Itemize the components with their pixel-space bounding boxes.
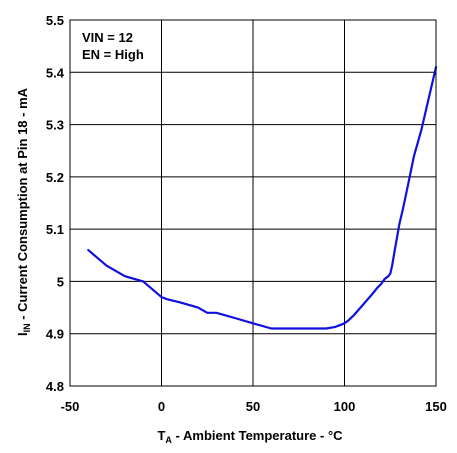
- x-tick-label: 100: [334, 399, 356, 414]
- y-tick-label: 5.4: [46, 65, 65, 80]
- series-line-0: [87, 65, 438, 330]
- y-tick-label: 5: [57, 274, 64, 289]
- annotations: VIN = 12 EN = High: [82, 30, 144, 62]
- x-axis-title-subscript: A: [165, 435, 172, 445]
- y-tick-labels: 4.8 4.9 5 5.1 5.2 5.3 5.4 5.5: [46, 13, 65, 394]
- x-axis-title-suffix: - Ambient Temperature - °C: [172, 428, 343, 443]
- x-tick-label: 50: [246, 399, 260, 414]
- y-axis-title: IIN - Current Consumption at Pin 18 - mA: [15, 87, 32, 336]
- plot-frame: [69, 19, 437, 387]
- y-axis-title-suffix: - Current Consumption at Pin 18 - mA: [15, 87, 30, 323]
- y-tick-label: 5.5: [46, 13, 64, 28]
- y-axis-title-subscript: IN: [22, 323, 32, 332]
- y-tick-label: 5.2: [46, 170, 64, 185]
- y-tick-label: 5.3: [46, 118, 64, 133]
- y-axis-title-prefix: I: [15, 332, 30, 336]
- x-tick-label: 0: [158, 399, 165, 414]
- y-tick-label: 5.1: [46, 222, 64, 237]
- x-tick-label: 150: [425, 399, 447, 414]
- x-tick-label: -50: [61, 399, 80, 414]
- x-axis-title-prefix: T: [157, 428, 165, 443]
- series-layer: [87, 65, 438, 330]
- grid: [69, 19, 437, 387]
- x-axis-title: TA - Ambient Temperature - °C: [157, 428, 343, 445]
- annotation-0: VIN = 12: [82, 30, 133, 45]
- x-tick-labels: -50 0 50 100 150: [61, 399, 447, 414]
- annotation-1: EN = High: [82, 47, 144, 62]
- y-tick-label: 4.9: [46, 327, 64, 342]
- y-tick-label: 4.8: [46, 379, 64, 394]
